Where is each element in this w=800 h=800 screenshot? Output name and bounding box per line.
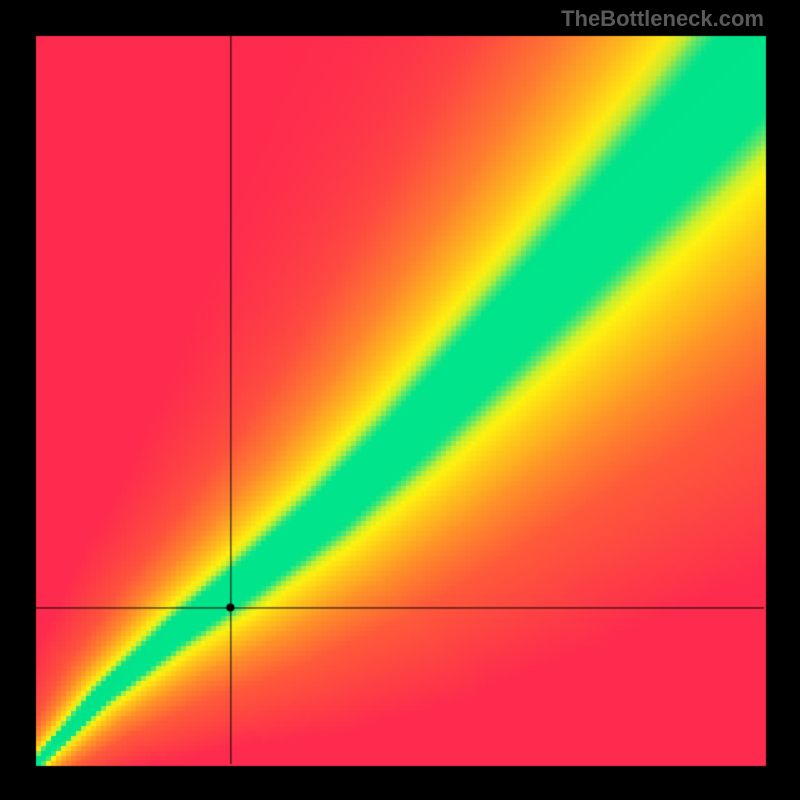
- heatmap-canvas: [0, 0, 800, 800]
- chart-container: TheBottleneck.com: [0, 0, 800, 800]
